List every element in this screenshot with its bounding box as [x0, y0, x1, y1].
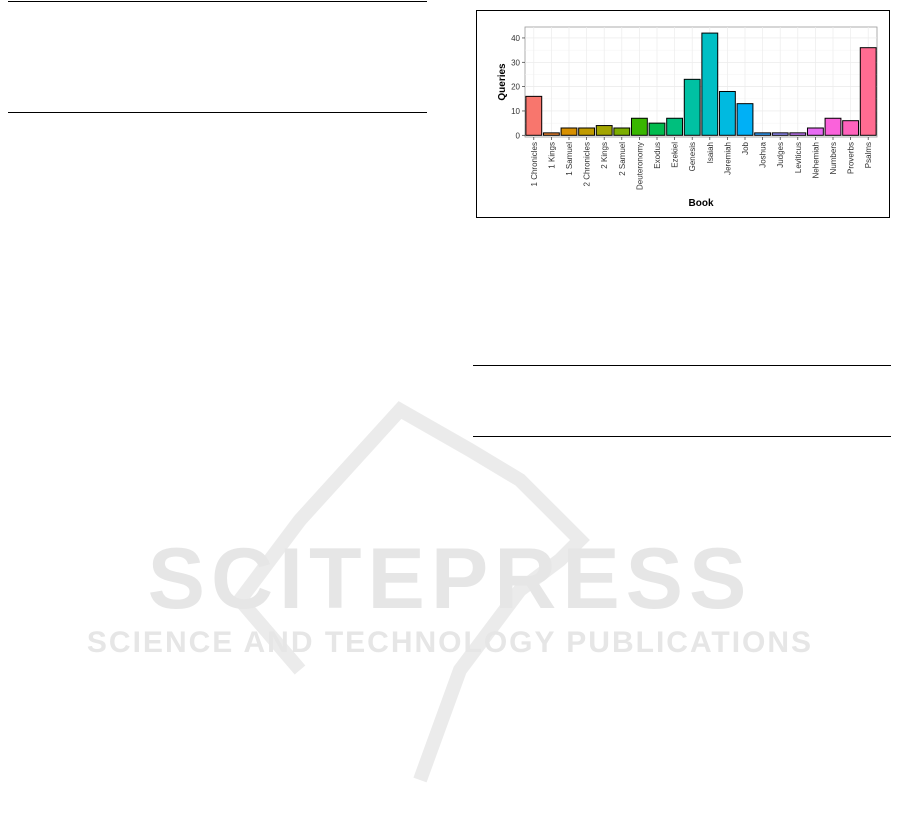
x-tick-label: Joshua	[759, 141, 768, 167]
bar-genesis	[683, 78, 701, 136]
x-tick-label: 2 Samuel	[618, 142, 627, 176]
plot-panel	[524, 26, 878, 138]
x-tick-label: Leviticus	[794, 142, 803, 173]
x-tick-label: Isaiah	[706, 142, 715, 163]
bar-leviticus	[789, 132, 807, 136]
x-tick-label: 2 Kings	[600, 142, 609, 169]
x-tick-label: Numbers	[829, 142, 838, 174]
x-tick-label: Ezekiel	[671, 142, 680, 168]
bar-2-samuel	[613, 127, 631, 136]
x-tick-label: Judges	[776, 142, 785, 168]
y-tick-label: 40	[511, 34, 520, 43]
bar-2-chronicles	[578, 127, 596, 136]
bar-nehemiah	[806, 127, 824, 136]
x-tick-label: Job	[741, 141, 750, 154]
right-top-rule	[473, 365, 891, 366]
x-tick-label: Psalms	[864, 142, 873, 168]
y-axis-label: Queries	[497, 63, 508, 101]
x-tick-label: Jeremiah	[723, 142, 732, 175]
left-top-rule	[8, 1, 427, 2]
bar-joshua	[754, 132, 772, 136]
y-tick-label: 20	[511, 83, 520, 92]
watermark-title: SCITEPRESS	[148, 531, 753, 627]
y-tick-label: 10	[511, 107, 520, 116]
left-bottom-rule	[8, 112, 427, 113]
bar-jeremiah	[718, 90, 736, 136]
bar-1-samuel	[560, 127, 578, 136]
x-axis-label: Book	[689, 198, 714, 209]
bar-1-chronicles	[525, 95, 543, 136]
bar-isaiah	[701, 32, 719, 136]
x-tick-label: Deuteronomy	[635, 142, 644, 190]
x-tick-label: 1 Kings	[547, 142, 556, 169]
watermark-subtitle: SCIENCE AND TECHNOLOGY PUBLICATIONS	[87, 626, 813, 659]
bar-deuteronomy	[630, 117, 648, 136]
bar-exodus	[648, 122, 666, 136]
x-tick-label: Nehemiah	[811, 142, 820, 178]
bar-2-kings	[595, 125, 613, 136]
bar-proverbs	[842, 120, 860, 136]
bar-numbers	[824, 117, 842, 136]
x-tick-label: 2 Chronicles	[583, 142, 592, 186]
bar-ezekiel	[666, 117, 684, 136]
figure: 0 10 20 30 40 1 Chronicles 1 Kings 1 Samuel 2 Ch…	[476, 10, 890, 218]
bar-judges	[771, 132, 789, 136]
bar-job	[736, 103, 754, 136]
x-tick-label: Proverbs	[847, 142, 856, 174]
bar-psalms	[859, 47, 877, 136]
watermark-logo: SCITEPRESS SCIENCE AND TECHNOLOGY PUBLIC…	[87, 401, 813, 783]
right-bottom-rule	[473, 436, 891, 437]
y-tick-label: 0	[516, 131, 521, 140]
x-tick-label: Genesis	[688, 142, 697, 171]
bar-1-kings	[542, 132, 560, 136]
bar-chart: 0 10 20 30 40 1 Chronicles 1 Kings 1 Samuel 2 Ch…	[497, 26, 878, 209]
x-tick-label: 1 Samuel	[565, 142, 574, 176]
x-tick-label: 1 Chronicles	[530, 142, 539, 186]
x-tick-label: Exodus	[653, 142, 662, 169]
y-tick-label: 30	[511, 58, 520, 67]
